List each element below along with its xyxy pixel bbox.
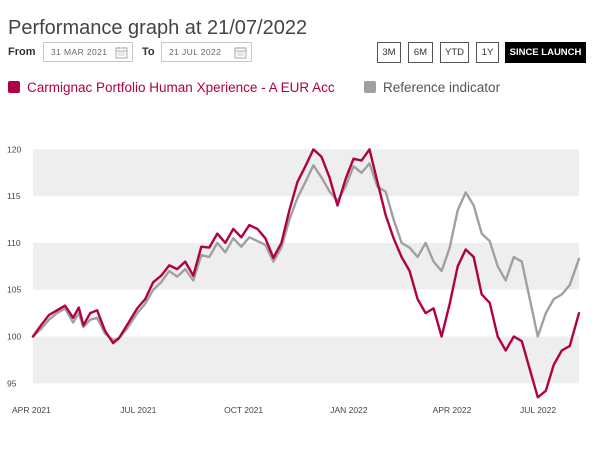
from-date-value: 31 MAR 2021 bbox=[51, 47, 108, 57]
x-tick-label: APR 2021 bbox=[12, 405, 51, 415]
legend-item-fund[interactable]: Carmignac Portfolio Human Xperience - A … bbox=[8, 80, 335, 95]
x-tick-label: JUL 2022 bbox=[520, 405, 556, 415]
legend-label-fund: Carmignac Portfolio Human Xperience - A … bbox=[27, 80, 335, 95]
y-tick-label: 95 bbox=[7, 378, 17, 388]
to-date-input[interactable]: 21 JUL 2022 bbox=[161, 42, 252, 62]
grid-band bbox=[33, 149, 579, 197]
period-since-launch-button[interactable]: SINCE LAUNCH bbox=[505, 42, 586, 63]
x-tick-label: APR 2022 bbox=[433, 405, 472, 415]
calendar-icon[interactable] bbox=[115, 46, 128, 59]
to-date-value: 21 JUL 2022 bbox=[169, 47, 222, 57]
legend-item-reference[interactable]: Reference indicator bbox=[364, 80, 500, 95]
y-tick-label: 105 bbox=[7, 285, 21, 295]
x-tick-label: OCT 2021 bbox=[224, 405, 263, 415]
to-label: To bbox=[142, 46, 155, 58]
from-label: From bbox=[8, 46, 36, 58]
y-tick-label: 115 bbox=[7, 191, 21, 201]
from-date-input[interactable]: 31 MAR 2021 bbox=[43, 42, 133, 62]
x-tick-label: JUL 2021 bbox=[120, 405, 156, 415]
grid-band bbox=[33, 242, 579, 290]
legend-swatch-fund bbox=[8, 81, 20, 93]
page-title: Performance graph at 21/07/2022 bbox=[8, 17, 308, 40]
y-tick-label: 100 bbox=[7, 332, 21, 342]
legend-swatch-reference bbox=[364, 81, 376, 93]
grid-band bbox=[33, 336, 579, 384]
performance-chart: 95 100 105 110 115 120 APR 2021 JUL 2021 OCT 202… bbox=[7, 144, 581, 415]
period-ytd-button[interactable]: YTD bbox=[440, 42, 469, 63]
calendar-icon[interactable] bbox=[234, 46, 247, 59]
y-tick-label: 120 bbox=[7, 144, 21, 154]
period-3m-button[interactable]: 3M bbox=[377, 42, 401, 63]
period-1y-button[interactable]: 1Y bbox=[476, 42, 499, 63]
period-6m-button[interactable]: 6M bbox=[408, 42, 433, 63]
series-line-fund bbox=[31, 148, 581, 399]
legend-label-reference: Reference indicator bbox=[383, 80, 501, 95]
y-tick-label: 110 bbox=[7, 238, 21, 248]
x-tick-label: JAN 2022 bbox=[330, 405, 368, 415]
